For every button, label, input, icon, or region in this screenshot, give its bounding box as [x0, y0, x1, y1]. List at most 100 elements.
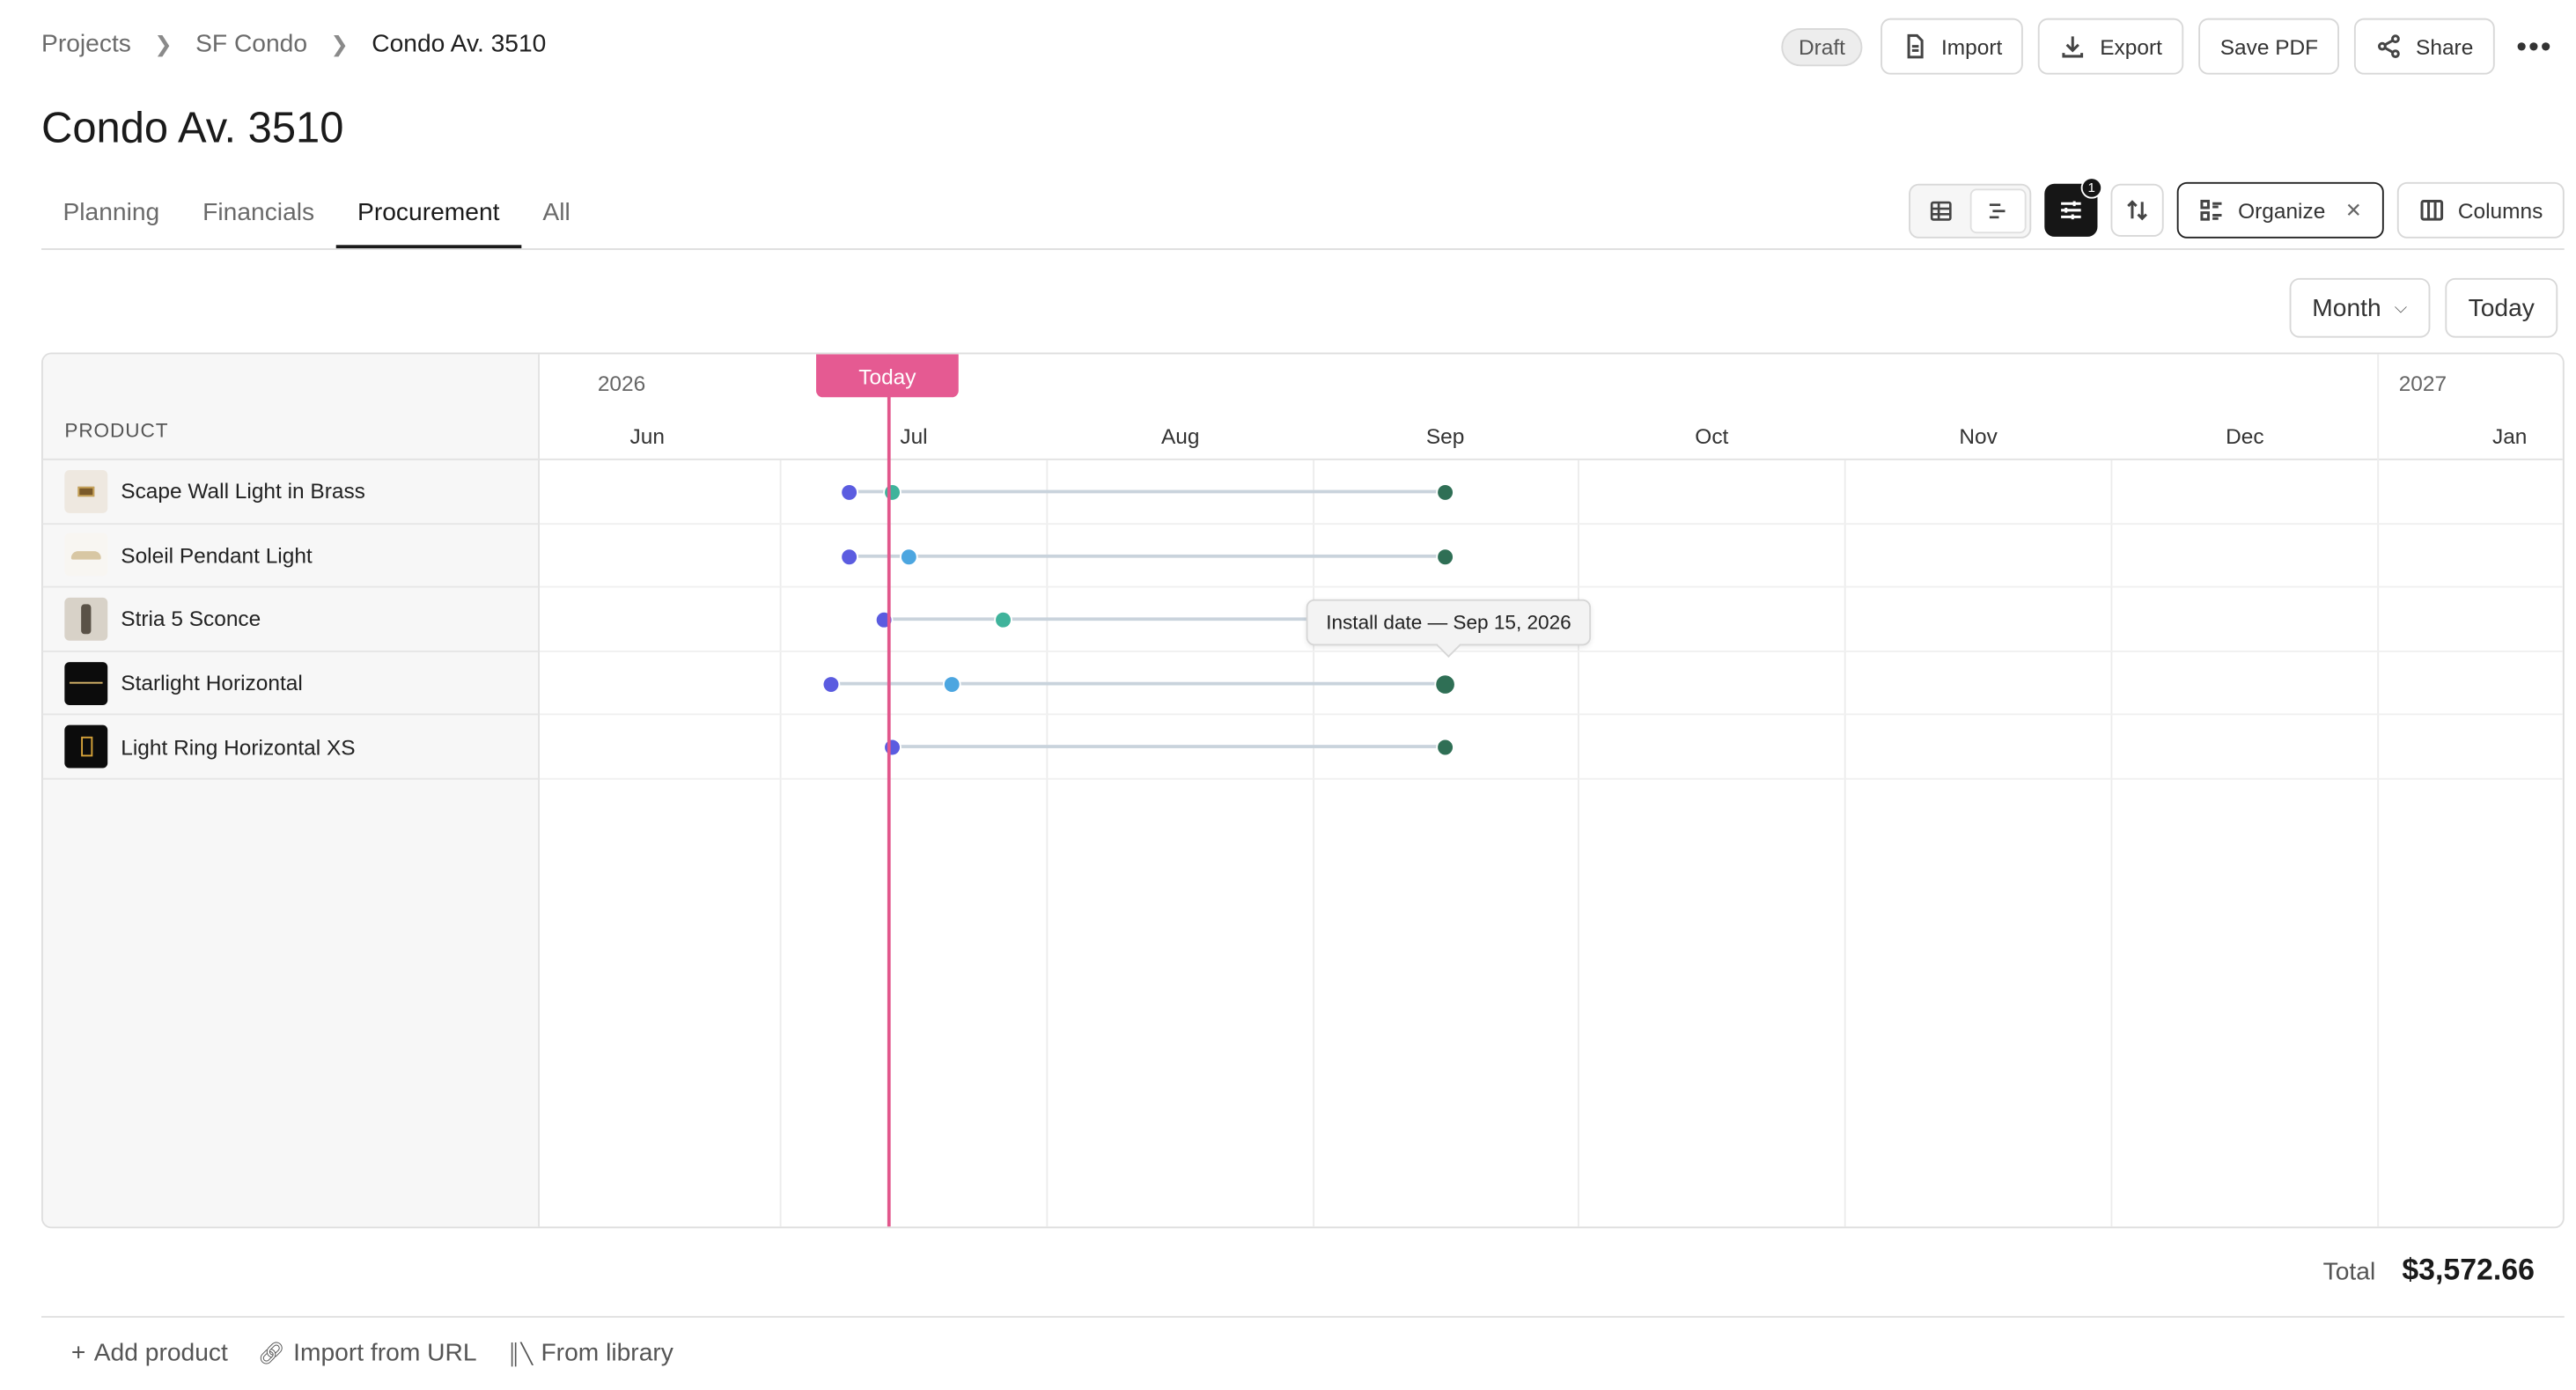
- close-icon[interactable]: ✕: [2344, 198, 2362, 222]
- chevron-down-icon: ⌵: [2394, 298, 2408, 318]
- timeline-row: [540, 651, 2563, 717]
- page-title: Condo Av. 3510: [41, 102, 344, 152]
- order-date-dot[interactable]: [840, 483, 858, 502]
- organize-icon: [2200, 199, 2222, 221]
- tab-financials[interactable]: Financials: [202, 198, 315, 227]
- timeline-bar[interactable]: [849, 489, 1446, 494]
- total-label: Total: [2322, 1258, 2376, 1287]
- timeline-row: [540, 716, 2563, 780]
- from-library-button[interactable]: ║╲ From library: [506, 1339, 673, 1368]
- today-tag: Today: [816, 354, 959, 398]
- timeline-row: [540, 524, 2563, 588]
- month-label: Jun: [629, 423, 665, 449]
- product-row[interactable]: Scape Wall Light in Brass: [42, 460, 539, 525]
- share-button[interactable]: Share: [2354, 18, 2495, 75]
- plus-icon: +: [70, 1339, 86, 1368]
- install-date-dot[interactable]: [1436, 739, 1454, 758]
- chevron-right-icon: ❯: [330, 30, 349, 55]
- month-label: Aug: [1160, 423, 1200, 449]
- month-gridline: [2110, 460, 2113, 1227]
- import-from-url-button[interactable]: 🔗︎ Import from URL: [257, 1339, 477, 1368]
- view-tools: 1 Organize ✕ Columns: [1908, 177, 2565, 239]
- month-label: Jan: [2491, 423, 2528, 449]
- download-icon: [2063, 36, 2084, 58]
- install-date-dot[interactable]: [1436, 483, 1454, 502]
- timeline-bar[interactable]: [830, 681, 1446, 686]
- sort-button[interactable]: [2110, 183, 2164, 237]
- timeline-area: 2026 2027 Jun Jul Aug Sep Oct Nov Dec Ja…: [540, 354, 2563, 1227]
- view-switcher: [1908, 182, 2032, 238]
- month-gridline: [2377, 460, 2380, 1227]
- ship-date-dot[interactable]: [899, 547, 918, 566]
- today-button[interactable]: Today: [2445, 277, 2558, 338]
- tab-planning[interactable]: Planning: [63, 198, 160, 227]
- columns-button[interactable]: Columns: [2396, 181, 2565, 239]
- timeline-row: [540, 460, 2563, 525]
- product-thumbnail: [64, 661, 108, 705]
- month-label: Sep: [1425, 423, 1465, 449]
- timeline-view-icon[interactable]: [1969, 188, 2027, 233]
- add-product-button[interactable]: + Add product: [70, 1339, 228, 1368]
- product-row[interactable]: Starlight Horizontal: [42, 651, 539, 717]
- product-column: PRODUCT Scape Wall Light in Brass Soleil…: [42, 354, 541, 1227]
- export-button[interactable]: Export: [2038, 18, 2184, 75]
- order-date-dot[interactable]: [874, 611, 894, 629]
- organize-button[interactable]: Organize ✕: [2176, 181, 2384, 239]
- month-gridline: [1046, 460, 1049, 1227]
- total-value: $3,572.66: [2402, 1253, 2535, 1287]
- month-select[interactable]: Month ⌵: [2288, 277, 2431, 338]
- month-label: Dec: [2226, 423, 2264, 449]
- chevron-right-icon: ❯: [154, 30, 173, 55]
- sort-arrows-icon: [2126, 200, 2147, 221]
- product-thumbnail: [64, 597, 108, 641]
- install-date-tooltip: Install date — Sep 15, 2026: [1306, 599, 1592, 646]
- timeline-bar[interactable]: [884, 617, 1446, 621]
- link-icon: 🔗︎: [257, 1340, 285, 1365]
- add-actions: + Add product 🔗︎ Import from URL ║╲ From…: [71, 1339, 673, 1367]
- timeline-bar[interactable]: [892, 745, 1446, 749]
- month-gridline: [1313, 460, 1315, 1227]
- product-row[interactable]: Light Ring Horizontal XS: [42, 716, 539, 780]
- order-date-dot[interactable]: [883, 739, 902, 758]
- install-date-dot[interactable]: [1436, 547, 1454, 566]
- timeline-grid: PRODUCT Scape Wall Light in Brass Soleil…: [41, 352, 2565, 1229]
- month-gridline: [779, 460, 782, 1227]
- product-row[interactable]: Soleil Pendant Light: [42, 524, 539, 588]
- ship-date-dot[interactable]: [942, 674, 961, 694]
- import-button[interactable]: Import: [1880, 18, 2024, 75]
- calendar-tools: Month ⌵ Today: [2288, 277, 2558, 338]
- month-gridline: [1844, 460, 1846, 1227]
- product-thumbnail: [64, 469, 108, 513]
- filter-button[interactable]: 1: [2044, 177, 2102, 237]
- columns-icon: [2419, 199, 2443, 221]
- sliders-icon: [2060, 201, 2081, 220]
- table-view-icon[interactable]: [1914, 188, 1970, 232]
- year-label: 2027: [2398, 371, 2447, 396]
- product-thumbnail: [64, 724, 108, 769]
- library-icon: ║╲: [506, 1342, 534, 1365]
- product-row[interactable]: Stria 5 Sconce: [42, 588, 539, 652]
- breadcrumb-sf-condo[interactable]: SF Condo: [195, 29, 308, 58]
- header-actions: Draft Import Export Save PDF Share •••: [1782, 18, 2559, 75]
- today-marker-line: [887, 354, 890, 1227]
- order-date-dot[interactable]: [821, 674, 841, 694]
- save-pdf-button[interactable]: Save PDF: [2198, 18, 2340, 75]
- breadcrumb-projects[interactable]: Projects: [41, 29, 131, 58]
- delivery-date-dot[interactable]: [883, 483, 902, 502]
- tab-all[interactable]: All: [542, 198, 570, 227]
- delivery-date-dot[interactable]: [994, 611, 1012, 629]
- order-date-dot[interactable]: [840, 547, 858, 566]
- month-gridline: [1578, 460, 1579, 1227]
- timeline-bar[interactable]: [849, 554, 1446, 557]
- divider: [41, 1315, 2565, 1318]
- tab-bar: Planning Financials Procurement All: [41, 182, 2565, 250]
- breadcrumb: Projects ❯ SF Condo ❯ Condo Av. 3510: [41, 30, 546, 58]
- file-icon: [1906, 33, 1923, 59]
- month-label: Oct: [1695, 423, 1729, 449]
- install-date-dot[interactable]: [1434, 673, 1456, 695]
- more-options-icon[interactable]: •••: [2516, 28, 2553, 63]
- tab-procurement[interactable]: Procurement: [335, 182, 521, 249]
- month-label: Jul: [900, 423, 928, 449]
- product-column-header: PRODUCT: [42, 354, 539, 460]
